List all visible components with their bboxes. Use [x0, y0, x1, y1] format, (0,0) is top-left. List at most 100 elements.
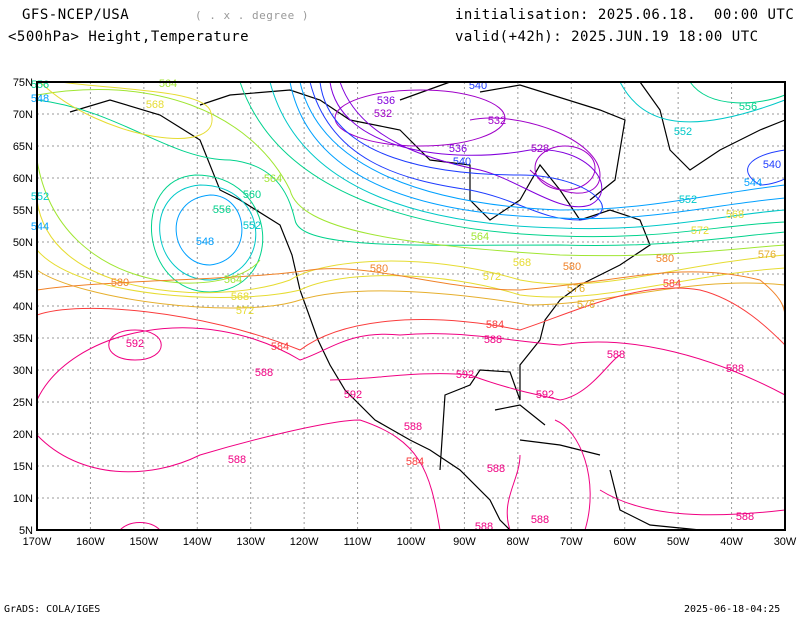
lon-tick-label: 30W: [774, 536, 797, 548]
contour-label: 592: [126, 338, 144, 350]
contour-label: 556: [31, 79, 49, 91]
lon-tick-label: 90W: [453, 536, 476, 548]
contour-label: 580: [370, 263, 388, 275]
lon-tick-label: 150W: [129, 536, 158, 548]
contour-label: 568: [231, 291, 249, 303]
contour-528: [534, 145, 596, 191]
caribbean-coast: [494, 404, 701, 531]
contour-label: 560: [243, 189, 261, 201]
valid-time: valid(+42h): 2025.JUN.19 18:00 UTC: [455, 29, 759, 45]
contour-580: [36, 268, 786, 321]
contour-label: 584: [406, 456, 424, 468]
height-contours: [36, 81, 786, 531]
contour-label: 588: [487, 463, 505, 475]
contour-label: 552: [243, 220, 261, 232]
contour-572: [36, 249, 786, 298]
contour-label: 564: [224, 274, 242, 286]
contour-label: 572: [236, 305, 254, 317]
contour-label: 568: [146, 99, 164, 111]
contour-label: 584: [486, 319, 504, 331]
contour-label: 536: [449, 143, 467, 155]
contour-label: 592: [456, 369, 474, 381]
contour-label: 548: [196, 236, 214, 248]
lat-tick-label: 5N: [19, 525, 33, 537]
contour-label: 580: [111, 277, 129, 289]
contour-label: 588: [404, 421, 422, 433]
contour-label: 536: [377, 95, 395, 107]
lat-tick-label: 40N: [13, 301, 33, 313]
model-title: GFS-NCEP/USA: [22, 7, 130, 23]
contour-532b: [469, 117, 601, 194]
contour-588: [36, 327, 786, 531]
contour-label: 532: [374, 108, 392, 120]
footer-credit: GrADS: COLA/IGES: [4, 604, 101, 615]
contour-label: 588: [607, 349, 625, 361]
lon-tick-label: 50W: [667, 536, 690, 548]
plot-frame: [36, 81, 786, 531]
contour-584: [36, 287, 786, 351]
contour-label: 532: [488, 115, 506, 127]
contour-label: 576: [577, 299, 595, 311]
contour-label: 568: [726, 209, 744, 221]
lat-tick-label: 30N: [13, 365, 33, 377]
contour-label: 564: [471, 231, 489, 243]
north-america-coast: [69, 81, 651, 531]
contour-label: 588: [736, 511, 754, 523]
contour-label: 556: [213, 204, 231, 216]
contour-label: 564: [264, 173, 282, 185]
contour-label: 588: [228, 454, 246, 466]
contour-label: 576: [567, 283, 585, 295]
greenland-coast: [639, 81, 786, 171]
contour-560: [36, 99, 786, 247]
contour-532: [334, 89, 506, 147]
lat-tick-label: 65N: [13, 141, 33, 153]
contour-544: [299, 81, 786, 211]
lat-tick-label: 60N: [13, 173, 33, 185]
lon-tick-label: 130W: [236, 536, 265, 548]
contour-label: 592: [344, 389, 362, 401]
contour-556: [150, 81, 786, 293]
contour-552: [159, 81, 786, 281]
contour-label: 544: [31, 221, 49, 233]
contour-label: 588: [531, 514, 549, 526]
contour-540-east: [747, 149, 786, 186]
contour-label: 568: [513, 257, 531, 269]
contour-592: [108, 329, 621, 531]
lat-tick-label: 25N: [13, 397, 33, 409]
contour-label: 588: [484, 334, 502, 346]
lat-tick-label: 70N: [13, 109, 33, 121]
lat-tick-label: 75N: [13, 77, 33, 89]
contour-label: 572: [691, 225, 709, 237]
lon-tick-label: 110W: [344, 536, 373, 548]
resolution-label: ( . x . degree ): [195, 9, 309, 22]
contour-564: [36, 89, 786, 284]
lat-tick-label: 45N: [13, 269, 33, 281]
contour-label: 540: [763, 159, 781, 171]
field-title: <500hPa> Height,Temperature: [8, 29, 250, 45]
lon-tick-label: 40W: [720, 536, 743, 548]
contour-label: 584: [663, 278, 681, 290]
contour-540: [309, 81, 603, 221]
lon-tick-label: 70W: [560, 536, 583, 548]
lon-tick-label: 100W: [397, 536, 426, 548]
contour-label: 580: [563, 261, 581, 273]
contour-label: 592: [536, 389, 554, 401]
coastlines: [69, 81, 786, 531]
init-time: initialisation: 2025.06.18. 00:00 UTC: [455, 7, 795, 23]
contour-label: 540: [453, 156, 471, 168]
lat-tick-label: 10N: [13, 493, 33, 505]
lon-tick-label: 160W: [76, 536, 105, 548]
contour-label: 552: [674, 126, 692, 138]
contour-label: 576: [758, 249, 776, 261]
lat-tick-label: 15N: [13, 461, 33, 473]
contour-label: 552: [31, 191, 49, 203]
contour-548: [175, 81, 786, 266]
contour-536: [329, 81, 603, 208]
contour-label: 588: [475, 521, 493, 533]
contour-label: 528: [531, 143, 549, 155]
lon-tick-label: 80W: [507, 536, 530, 548]
lon-tick-label: 60W: [613, 536, 636, 548]
lat-tick-label: 20N: [13, 429, 33, 441]
